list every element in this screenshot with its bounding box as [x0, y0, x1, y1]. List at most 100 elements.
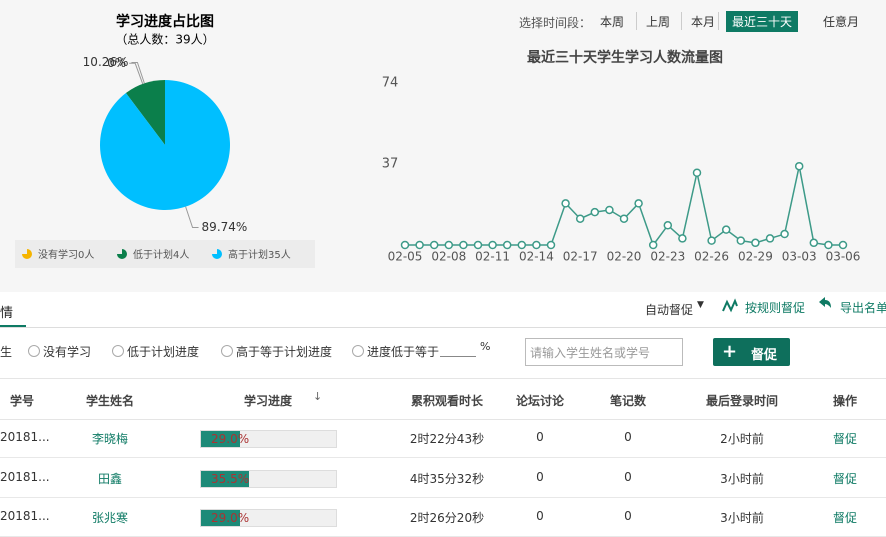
- cell: 0: [624, 430, 632, 444]
- progress-track: 35.5%: [200, 470, 337, 488]
- data-point: [751, 238, 760, 248]
- cell[interactable]: 张兆寒: [91, 511, 129, 525]
- dropdown-caret: ▼: [697, 300, 704, 310]
- header-cell[interactable]: 学生姓名: [85, 394, 135, 408]
- header-cell[interactable]: 学习进度: [243, 394, 293, 408]
- header-cell[interactable]: 最后登录时间: [705, 394, 779, 408]
- progress-track: 29.0%: [200, 430, 337, 448]
- rule-icon: [722, 298, 738, 313]
- label-leader: [185, 206, 199, 229]
- cell: 20181...: [0, 430, 50, 444]
- line-title: 最近三十天学生学习人数流量图: [527, 49, 723, 66]
- cell: 0: [536, 430, 544, 444]
- progress-fill: [201, 510, 241, 526]
- progress-fill: [201, 431, 241, 447]
- legend-bg: [15, 240, 315, 268]
- data-point: [765, 234, 775, 243]
- x-tick-label: 02-29: [738, 250, 773, 264]
- data-point: [605, 205, 614, 215]
- time-option[interactable]: 上周: [646, 15, 671, 29]
- radio[interactable]: [221, 345, 233, 357]
- search-box[interactable]: 请输入学生姓名或学号: [525, 338, 683, 366]
- time-option[interactable]: 本月: [691, 15, 716, 29]
- progress-label: 29.0%: [211, 511, 250, 525]
- legend-label: 低于计划4人: [133, 248, 189, 261]
- x-tick-label: 02-14: [519, 250, 554, 264]
- progress-label: 35.5%: [211, 472, 250, 486]
- time-option[interactable]: 任意月: [823, 15, 860, 29]
- progress-label: 29.0%: [211, 432, 250, 446]
- cell[interactable]: 督促: [832, 472, 858, 486]
- radio-label[interactable]: 进度低于等于: [367, 345, 440, 359]
- x-tick-label: 02-08: [431, 250, 466, 264]
- button-label: 督促: [751, 348, 778, 363]
- data-point: [459, 240, 468, 250]
- legend-icon: [117, 249, 127, 259]
- cell: 2时22分43秒: [409, 432, 485, 446]
- radio-label[interactable]: 低于计划进度: [127, 345, 200, 359]
- x-tick-label: 02-05: [388, 250, 423, 264]
- export-icon: [819, 297, 831, 308]
- data-point: [502, 240, 512, 250]
- separator: [718, 12, 719, 30]
- charts: 学习进度占比图 （总人数：39人） 0% 没有学习0人 10.26% 低于计划4人 89.7…: [15, 13, 861, 268]
- row-rule: [0, 457, 886, 458]
- tab-active[interactable]: 情: [0, 306, 14, 321]
- header-cell[interactable]: 累积观看时长: [410, 394, 484, 408]
- data-point: [429, 240, 439, 250]
- cell: 4时35分32秒: [409, 472, 485, 486]
- pie-value-label: 89.74%: [202, 220, 248, 234]
- header-cell[interactable]: 论坛讨论: [515, 394, 565, 408]
- header-cell[interactable]: 笔记数: [609, 394, 647, 408]
- data-point: [838, 240, 848, 250]
- data-point: [546, 240, 556, 250]
- action[interactable]: 自动督促: [645, 303, 694, 317]
- header-cell[interactable]: 操作: [832, 394, 858, 408]
- legend-icon: [22, 249, 32, 259]
- radio-label[interactable]: 没有学习: [43, 345, 92, 359]
- data-point: [400, 240, 410, 250]
- radio[interactable]: [352, 345, 364, 357]
- remind-button[interactable]: + 督促: [713, 338, 790, 366]
- time-filter-label: 选择时间段：: [519, 16, 592, 30]
- percent-input[interactable]: [440, 356, 476, 357]
- data-point: [619, 214, 629, 223]
- separator: [681, 12, 682, 30]
- cell: 2小时前: [720, 432, 764, 446]
- action[interactable]: 导出名单: [840, 301, 886, 315]
- x-tick-label: 02-20: [607, 250, 642, 264]
- cell[interactable]: 督促: [832, 432, 858, 446]
- time-option[interactable]: 最近三十天: [726, 11, 799, 32]
- label-leader: [129, 62, 144, 85]
- pie-value-label: 10.26%: [83, 55, 129, 69]
- radio[interactable]: [112, 345, 124, 357]
- data-point: [780, 229, 789, 239]
- data-point: [517, 240, 527, 250]
- data-point: [736, 236, 746, 245]
- header-cell[interactable]: 学号: [9, 394, 35, 408]
- x-tick-label: 02-11: [475, 250, 510, 264]
- cell: 3小时前: [720, 511, 764, 525]
- data-point: [561, 199, 570, 208]
- data-point: [809, 238, 819, 248]
- cell[interactable]: 李晓梅: [91, 432, 129, 446]
- data-point: [707, 236, 716, 245]
- tab-underline: [0, 325, 26, 327]
- cell[interactable]: 督促: [832, 511, 858, 525]
- data-point: [575, 214, 585, 223]
- action[interactable]: 按规则督促: [745, 301, 806, 315]
- plus-icon: +: [722, 341, 738, 362]
- cell[interactable]: 田鑫: [97, 472, 123, 486]
- pie-subtitle: （总人数：39人）: [115, 32, 214, 47]
- legend-label: 高于计划35人: [228, 248, 291, 261]
- data-point: [590, 207, 600, 217]
- data-point: [473, 240, 483, 250]
- y-tick-label: 74: [382, 76, 399, 91]
- radio[interactable]: [28, 345, 40, 357]
- pie-value-label: 0%: [107, 56, 126, 70]
- time-option[interactable]: 本周: [600, 15, 625, 29]
- pie-slice: [125, 80, 165, 145]
- radio-label[interactable]: 高于等于计划进度: [236, 345, 333, 359]
- row-rule: [0, 497, 886, 498]
- data-point: [648, 240, 658, 250]
